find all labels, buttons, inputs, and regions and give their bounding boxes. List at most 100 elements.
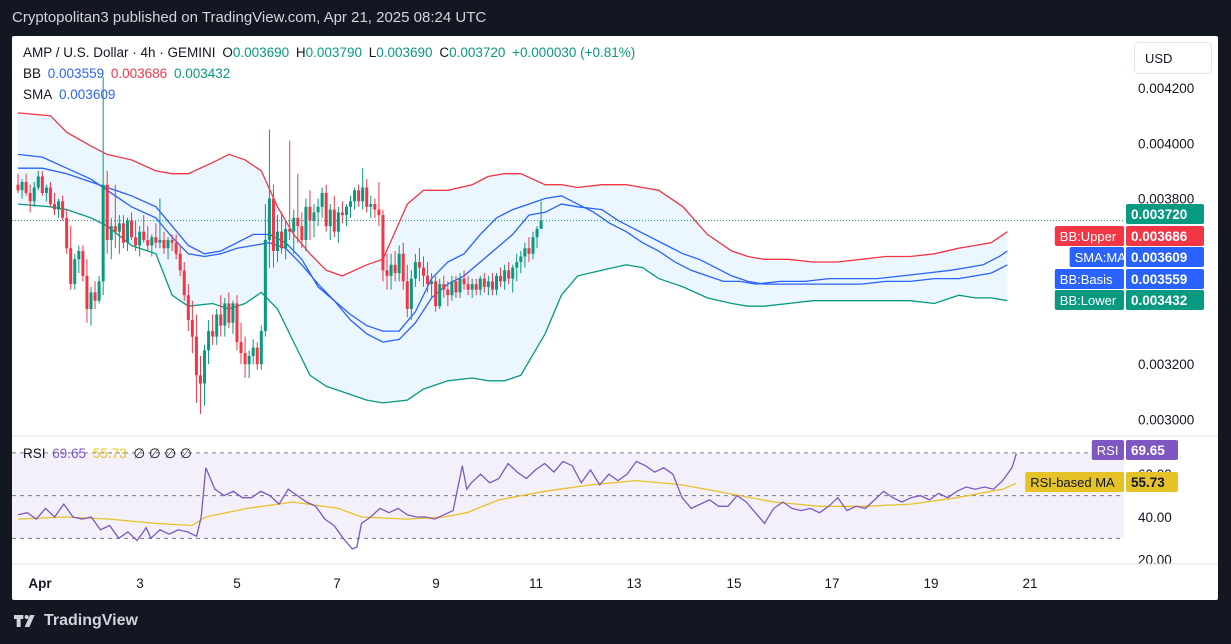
candle[interactable] [113,226,117,232]
candle[interactable] [381,215,385,271]
candle[interactable] [296,217,300,227]
candle[interactable] [397,253,401,274]
candle[interactable] [190,320,194,337]
candle[interactable] [166,239,170,249]
candle[interactable] [503,270,507,282]
candle[interactable] [16,184,20,191]
candle[interactable] [357,190,361,202]
candle[interactable] [284,228,288,249]
candle[interactable] [490,281,494,290]
candle[interactable] [486,281,490,287]
candle[interactable] [109,226,113,240]
candle[interactable] [32,187,36,202]
candle[interactable] [280,231,284,249]
candle[interactable] [316,206,320,213]
candle[interactable] [255,347,259,365]
candle[interactable] [288,228,292,232]
candle[interactable] [117,223,121,232]
candle[interactable] [474,284,478,290]
candle[interactable] [276,231,280,251]
candle[interactable] [462,278,466,285]
price-chart[interactable]: 0.004200 0.004000 0.003800 0.003200 0.003000… [12,36,1218,600]
candle[interactable] [251,347,255,356]
candle[interactable] [69,248,73,285]
candle[interactable] [215,314,219,337]
bb-legend[interactable]: BB 0.003559 0.003686 0.003432 [23,66,233,81]
candle[interactable] [511,267,515,279]
candle[interactable] [539,220,543,229]
candle[interactable] [174,242,178,254]
candle[interactable] [194,336,198,376]
tradingview-brand[interactable]: TradingView [14,612,138,630]
candle[interactable] [320,193,324,207]
candle[interactable] [369,204,373,207]
candle[interactable] [442,284,446,290]
candle[interactable] [267,198,271,240]
candle[interactable] [73,259,77,285]
candle[interactable] [65,217,69,249]
candle[interactable] [24,181,28,194]
candle[interactable] [401,253,405,282]
candle[interactable] [130,220,134,238]
candle[interactable] [332,209,336,232]
candle[interactable] [292,217,296,232]
candle[interactable] [478,278,482,290]
candle[interactable] [48,187,52,205]
candle[interactable] [336,212,340,232]
candle[interactable] [36,176,40,188]
candle[interactable] [328,209,332,227]
chart-frame[interactable]: 0.004200 0.004000 0.003800 0.003200 0.003000… [12,36,1218,600]
candle[interactable] [239,342,243,354]
candle[interactable] [125,220,129,243]
candle[interactable] [304,206,308,240]
candle[interactable] [365,187,369,207]
candle[interactable] [259,331,263,365]
candle[interactable] [482,278,486,287]
currency-button[interactable]: USD [1134,42,1212,74]
candle[interactable] [121,223,125,243]
candle[interactable] [535,228,539,238]
candle[interactable] [422,267,425,276]
symbol-title[interactable]: AMP / U.S. Dollar · 4h · GEMINI [23,45,216,60]
candle[interactable] [300,226,304,240]
candle[interactable] [93,292,97,301]
candle[interactable] [182,270,186,296]
candle[interactable] [52,204,56,210]
candle[interactable] [308,206,312,221]
candle[interactable] [40,176,44,194]
candle[interactable] [77,251,81,260]
candle[interactable] [373,204,377,210]
candle[interactable] [227,303,231,323]
candle[interactable] [146,239,150,246]
sma-legend[interactable]: SMA 0.003609 [23,87,118,102]
candle[interactable] [219,314,223,326]
candle[interactable] [61,201,65,218]
candle[interactable] [28,193,32,202]
candle[interactable] [231,303,235,323]
candle[interactable] [154,237,158,243]
candle[interactable] [527,248,531,254]
candle[interactable] [101,184,105,282]
candle[interactable] [446,289,450,296]
candle[interactable] [430,281,434,285]
candle[interactable] [178,253,182,271]
candle[interactable] [349,201,353,207]
candle[interactable] [198,375,202,384]
candle[interactable] [454,281,458,293]
candle[interactable] [377,209,381,216]
candle[interactable] [523,248,527,257]
candle[interactable] [44,187,48,194]
candle[interactable] [57,201,61,210]
candle[interactable] [531,237,535,254]
candle[interactable] [515,262,519,268]
candle[interactable] [142,231,146,240]
candle[interactable] [409,278,413,309]
candle[interactable] [344,206,348,216]
candle[interactable] [417,262,421,268]
candle[interactable] [361,187,365,202]
candle[interactable] [426,275,430,285]
candle[interactable] [138,231,142,246]
candle[interactable] [203,350,207,384]
candle[interactable] [162,239,166,249]
candle[interactable] [247,355,251,365]
